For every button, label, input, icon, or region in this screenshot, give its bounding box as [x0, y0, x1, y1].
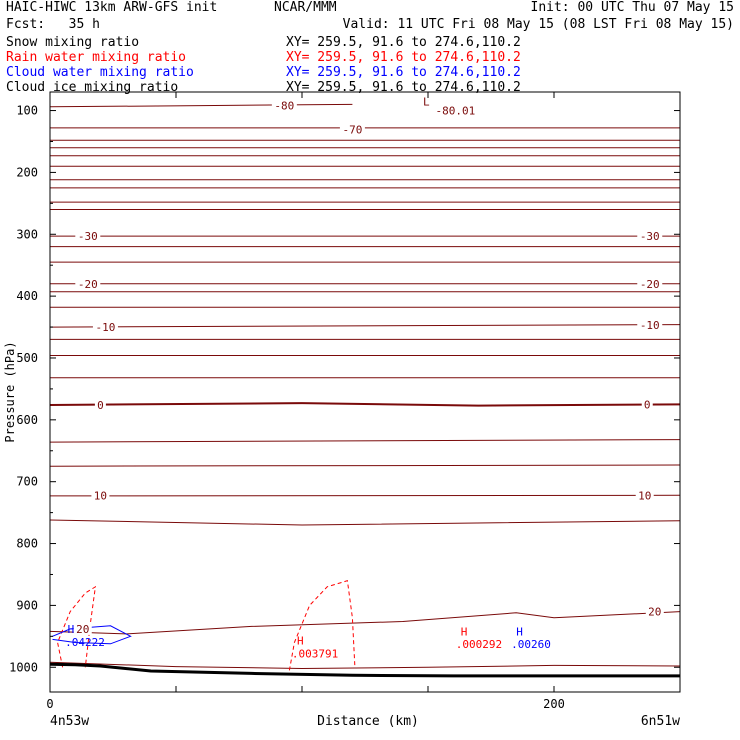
extremum-annotation: .003791	[292, 648, 338, 661]
init-time: Init: 00 UTC Thu 07 May 15	[530, 0, 735, 15]
isotherm-label-mask	[75, 230, 101, 243]
extremum-annotation: L	[423, 95, 430, 108]
isotherm-label-mask	[339, 123, 365, 136]
y-tick-label: 1000	[9, 660, 38, 674]
contour-layer	[49, 103, 681, 678]
field-snow-xy: XY= 259.5, 91.6 to 274.6,110.2	[286, 35, 521, 50]
isotherm-line	[49, 402, 681, 407]
isotherm-label-mask	[92, 321, 118, 334]
isotherm-label-mask	[637, 319, 663, 332]
isotherm-label-mask	[635, 489, 654, 502]
y-tick-label: 400	[16, 289, 38, 303]
field-cloudwater-label: Cloud water mixing ratio	[6, 65, 194, 80]
isotherm-line	[49, 494, 681, 497]
y-tick-label: 800	[16, 537, 38, 551]
y-axis-title: Pressure (hPa)	[3, 341, 17, 442]
isotherm-label: -30	[640, 230, 660, 243]
isotherm-label: 0	[644, 398, 651, 411]
extremum-annotation: .00260	[511, 638, 551, 651]
isotherm-label-mask	[73, 622, 92, 635]
isotherm-label-mask	[75, 277, 101, 290]
isotherm-label: 10	[94, 489, 107, 502]
extremum-annotation: H	[516, 625, 523, 638]
field-rain-xy: XY= 259.5, 91.6 to 274.6,110.2	[286, 50, 521, 65]
isotherm-label: -70	[342, 124, 362, 137]
x-endpoint-right: 6n51w	[641, 714, 680, 729]
y-tick-label: 700	[16, 475, 38, 489]
y-tick-label: 900	[16, 598, 38, 612]
isotherm-label-mask	[637, 277, 663, 290]
isotherm-label-mask	[94, 398, 106, 411]
isotherm-line	[49, 464, 681, 467]
isotherm-label: -20	[78, 278, 98, 291]
isotherm-label: 0	[97, 399, 104, 412]
isotherm-label: -20	[640, 278, 660, 291]
isotherm-label-mask	[645, 605, 664, 618]
forecast-hour: Fcst: 35 h	[6, 17, 100, 32]
surface-isotherm-line	[49, 661, 681, 670]
valid-time: Valid: 11 UTC Fri 08 May 15 (08 LST Fri …	[342, 17, 734, 32]
isotherm-label: 20	[76, 623, 89, 636]
isotherm-label: -10	[96, 321, 116, 334]
field-rain-label: Rain water mixing ratio	[6, 50, 187, 65]
plot-frame	[49, 91, 681, 693]
isotherm-label-mask	[637, 230, 663, 243]
isotherm-label: -30	[78, 230, 98, 243]
isotherm-label: -10	[640, 319, 660, 332]
isotherm-label-mask	[91, 489, 110, 502]
x-axis-title: Distance (km)	[317, 714, 419, 729]
y-tick-label: 500	[16, 351, 38, 365]
extremum-annotation: .04222	[65, 636, 105, 649]
field-cloudwater-xy: XY= 259.5, 91.6 to 274.6,110.2	[286, 65, 521, 80]
extremum-annotation: H	[461, 625, 468, 638]
field-snow-label: Snow mixing ratio	[6, 35, 140, 50]
isotherm-line	[49, 324, 681, 328]
isotherm-label-mask	[641, 398, 653, 411]
isotherm-label: -80	[274, 100, 294, 113]
extremum-annotation: H	[68, 623, 75, 636]
terrain-line	[49, 662, 680, 678]
y-tick-label: 200	[16, 165, 38, 179]
isotherm-label: 20	[648, 606, 661, 619]
field-cloudice-xy: XY= 259.5, 91.6 to 274.6,110.2	[286, 80, 521, 95]
rain-contour	[288, 580, 356, 671]
y-tick-label: 100	[16, 104, 38, 118]
extremum-annotation: H	[297, 635, 304, 648]
isotherm-line	[49, 439, 681, 443]
extremum-annotation: .000292	[456, 638, 502, 651]
x-tick-label: 0	[46, 697, 53, 711]
x-tick-label: 200	[543, 697, 565, 711]
y-tick-label: 300	[16, 227, 38, 241]
isotherm-line	[49, 611, 681, 635]
field-cloudice-label: Cloud ice mixing ratio	[6, 80, 179, 95]
isotherm-line	[49, 519, 681, 526]
annotation-layer: -80 -70 -30 -30 -20 -20 -10 -10 0 0 10 10 20 20 L -80.0…	[65, 95, 664, 661]
y-tick-label: 600	[16, 413, 38, 427]
isotherm-line	[49, 103, 353, 108]
model-title: HAIC-HIWC 13km ARW-GFS init	[6, 0, 218, 15]
x-endpoint-left: 4n53w	[50, 714, 89, 729]
isotherm-label: 10	[638, 489, 651, 502]
agency-label: NCAR/MMM	[274, 0, 337, 15]
cloud-water-contour	[52, 625, 132, 645]
extremum-annotation: -80.01	[436, 105, 476, 118]
isotherm-label-mask	[271, 99, 297, 112]
